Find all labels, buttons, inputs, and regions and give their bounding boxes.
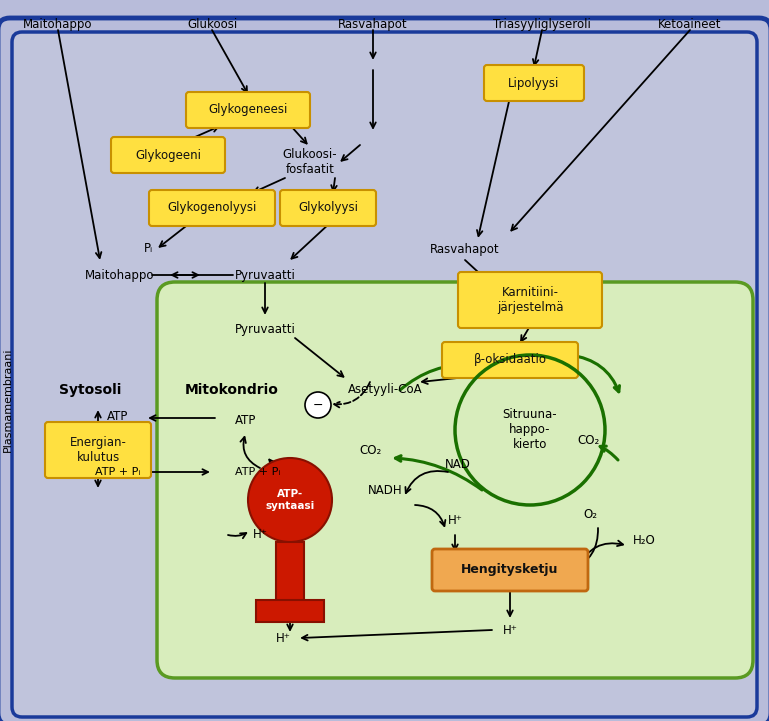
Text: H₂O: H₂O	[633, 534, 655, 547]
Text: Glykogeeni: Glykogeeni	[135, 149, 201, 162]
FancyBboxPatch shape	[149, 190, 275, 226]
Text: Lipolyysi: Lipolyysi	[508, 76, 560, 89]
Text: Mitokondrio: Mitokondrio	[185, 383, 279, 397]
Text: Glykolyysi: Glykolyysi	[298, 201, 358, 215]
FancyBboxPatch shape	[442, 342, 578, 378]
Text: Karnitiini-
järjestelmä: Karnitiini- järjestelmä	[497, 286, 563, 314]
Text: NADH: NADH	[368, 484, 402, 497]
Text: Triasyyliglyseroli: Triasyyliglyseroli	[493, 18, 591, 31]
Text: Rasvahapot: Rasvahapot	[338, 18, 408, 31]
Text: Pyruvaatti: Pyruvaatti	[235, 268, 295, 281]
FancyBboxPatch shape	[157, 282, 753, 678]
Text: ATP + Pᵢ: ATP + Pᵢ	[235, 467, 281, 477]
Text: Ketoaineet: Ketoaineet	[658, 18, 722, 31]
Text: Glykogenolyysi: Glykogenolyysi	[168, 201, 257, 215]
FancyBboxPatch shape	[256, 600, 324, 622]
Text: Plasmamembraani: Plasmamembraani	[3, 348, 13, 452]
FancyBboxPatch shape	[12, 32, 757, 717]
Text: Rasvahapot: Rasvahapot	[430, 244, 500, 257]
FancyBboxPatch shape	[45, 422, 151, 478]
Text: CO₂: CO₂	[577, 433, 599, 446]
Text: H⁺: H⁺	[448, 513, 462, 526]
Text: Hengitysketju: Hengitysketju	[461, 564, 559, 577]
FancyBboxPatch shape	[484, 65, 584, 101]
Text: Sitruuna-
happo-
kierto: Sitruuna- happo- kierto	[503, 409, 558, 451]
FancyBboxPatch shape	[432, 549, 588, 591]
Text: Glukoosi-
fosfaatit: Glukoosi- fosfaatit	[283, 148, 338, 176]
Text: ATP + Pᵢ: ATP + Pᵢ	[95, 467, 141, 477]
FancyBboxPatch shape	[186, 92, 310, 128]
Text: H⁺: H⁺	[503, 624, 518, 637]
Text: Maitohappo: Maitohappo	[85, 268, 155, 281]
Text: Sytosoli: Sytosoli	[58, 383, 122, 397]
Text: O₂: O₂	[583, 508, 597, 521]
Text: Glykogeneesi: Glykogeneesi	[208, 104, 288, 117]
Text: Energian-
kulutus: Energian- kulutus	[69, 436, 126, 464]
Text: H⁺: H⁺	[252, 528, 268, 541]
Text: CO₂: CO₂	[359, 443, 381, 456]
FancyBboxPatch shape	[111, 137, 225, 173]
FancyBboxPatch shape	[458, 272, 602, 328]
FancyBboxPatch shape	[276, 542, 304, 602]
Text: Glukoosi: Glukoosi	[187, 18, 237, 31]
Text: Pᵢ: Pᵢ	[144, 242, 152, 255]
Text: ATP-
syntaasi: ATP- syntaasi	[265, 490, 315, 510]
Text: ATP: ATP	[235, 414, 257, 427]
Text: Pyruvaatti: Pyruvaatti	[235, 324, 295, 337]
FancyBboxPatch shape	[280, 190, 376, 226]
Text: Maitohappo: Maitohappo	[23, 18, 93, 31]
Text: NAD: NAD	[445, 459, 471, 472]
FancyBboxPatch shape	[0, 18, 769, 721]
Circle shape	[248, 458, 332, 542]
Text: H⁺: H⁺	[275, 632, 291, 645]
Text: Asetyyli-CoA: Asetyyli-CoA	[348, 384, 422, 397]
Text: β-oksidaatio: β-oksidaatio	[474, 353, 547, 366]
Text: −: −	[313, 399, 323, 412]
Circle shape	[305, 392, 331, 418]
Text: ATP: ATP	[108, 410, 128, 423]
